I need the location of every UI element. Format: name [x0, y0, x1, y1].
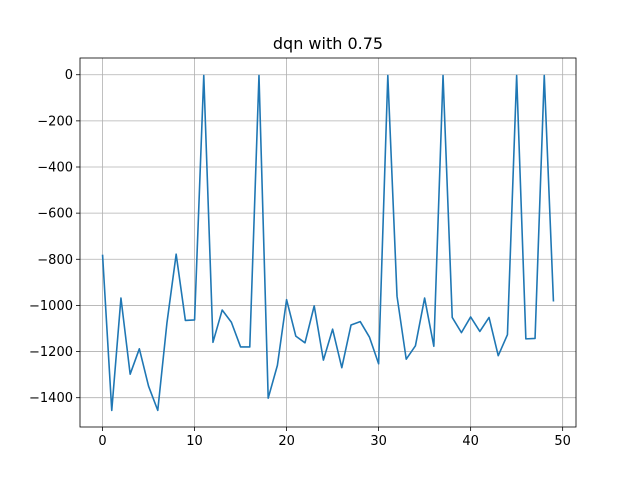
grid-lines [80, 58, 576, 427]
y-tick-label: −1000 [29, 299, 73, 314]
x-tick-label: 30 [370, 434, 387, 449]
x-tick-label: 10 [186, 434, 203, 449]
y-tick-label: −400 [37, 161, 73, 176]
x-tick-label: 40 [462, 434, 479, 449]
y-tick-label: −800 [37, 253, 73, 268]
x-tick-label: 20 [278, 434, 295, 449]
y-tick-label: −200 [37, 114, 73, 129]
axes [76, 57, 577, 431]
series-line [101, 74, 555, 412]
y-tick-label: 0 [65, 68, 73, 83]
tick-labels: 0 10 20 30 40 50 0 −200 −400 −600 −800 −1000 −1200 −1… [29, 68, 571, 449]
x-tick-label: 0 [98, 434, 106, 449]
y-tick-label: −1200 [29, 345, 73, 360]
chart-title: dqn with 0.75 [273, 34, 383, 53]
plot-frame [79, 57, 577, 428]
x-tick-label: 50 [554, 434, 571, 449]
y-tick-label: −1400 [29, 391, 73, 406]
y-tick-label: −600 [37, 207, 73, 222]
series-layer [101, 74, 555, 412]
